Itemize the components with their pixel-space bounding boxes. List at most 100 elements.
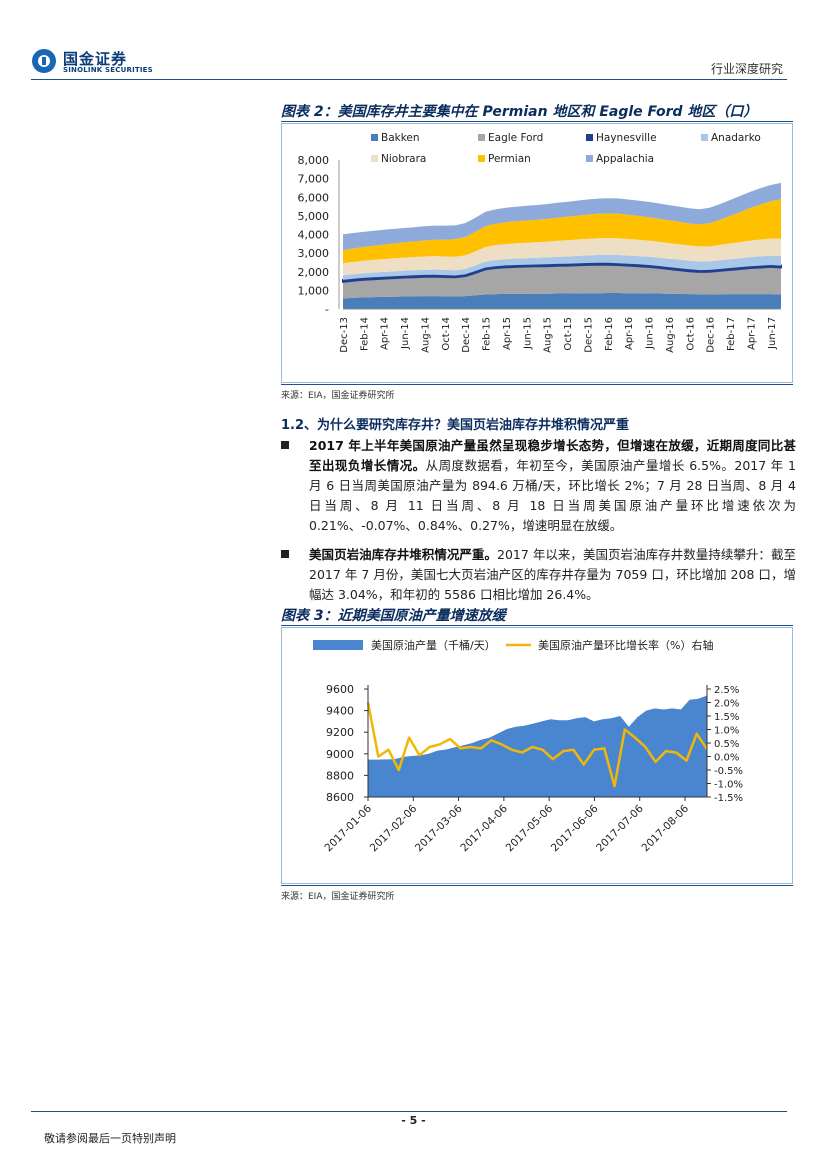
legend-label-5: Permian	[488, 153, 531, 165]
growth-rate-line	[366, 702, 709, 788]
x-tick-label: Dec-15	[583, 317, 594, 353]
right-tick-label: 0.5%	[714, 739, 739, 750]
x-tick-label: Oct-14	[441, 317, 452, 351]
y-tick-label: 2,000	[298, 266, 330, 279]
y-tick-label: 6,000	[298, 191, 330, 204]
bullet-square-icon	[281, 550, 289, 558]
footer-divider	[31, 1111, 787, 1112]
right-tick-label: 0.0%	[714, 753, 739, 764]
logo-text-cn: 国金证券	[63, 50, 128, 68]
logo-text-en: SINOLINK SECURITIES	[63, 66, 153, 74]
left-tick-label: 8600	[326, 791, 354, 804]
y-tick-label: 3,000	[298, 247, 330, 260]
x-tick-label: Feb-14	[359, 317, 370, 351]
bullet-square-icon	[281, 441, 289, 449]
y-tick-label: 7,000	[298, 173, 330, 186]
figure2-bottom-rule	[281, 384, 793, 385]
legend-label-area: 美国原油产量（千桶/天）	[371, 638, 496, 652]
figure3-chart: 美国原油产量（千桶/天） 美国原油产量环比增长率（%）右轴 8600 8800 9000…	[281, 627, 793, 884]
area-series-niobrara	[343, 238, 781, 276]
y-tick-label: 4,000	[298, 229, 330, 242]
legend-label-6: Appalachia	[596, 153, 654, 165]
legend-label-3: Anadarko	[711, 132, 761, 144]
x-tick-label: Aug-15	[543, 317, 554, 353]
right-tick-label: -0.5%	[714, 766, 743, 777]
x-tick-label: Feb-15	[482, 317, 493, 351]
x-tick-label: Oct-15	[563, 317, 574, 351]
legend-swatch-0	[371, 134, 378, 141]
production-area	[368, 695, 707, 797]
report-type: 行业深度研究	[710, 62, 783, 76]
x-tick-label: Jun-15	[522, 317, 533, 350]
company-logo: 国金证券 SINOLINK SECURITIES	[31, 46, 166, 80]
legend-swatch-5	[478, 155, 485, 162]
figure2-title: 图表 2：美国库存井主要集中在 Permian 地区和 Eagle Ford 地…	[281, 104, 758, 120]
legend-label-0: Bakken	[381, 132, 420, 144]
right-tick-label: 2.5%	[714, 685, 739, 696]
page-number: - 5 -	[401, 1114, 426, 1127]
legend-label-4: Niobrara	[381, 153, 426, 165]
y-tick-label: 8,000	[298, 154, 330, 167]
x-tick-label: Dec-16	[706, 317, 717, 353]
area-series-anadarko	[343, 254, 781, 280]
area-series-bakken	[343, 293, 781, 309]
x-tick-label: Jun-16	[645, 317, 656, 350]
x-tick-label: Oct-16	[685, 317, 696, 351]
legend-swatch-4	[371, 155, 378, 162]
x-tick-label: Apr-16	[624, 317, 635, 350]
figure3-top-rule	[281, 625, 793, 626]
x-tick-label: Jun-14	[400, 317, 411, 350]
left-tick-label: 9000	[326, 748, 354, 761]
bullet2-body: 2017 年以来，美国页岩油库存井数量持续攀升：截至 2017 年 7 月份，美…	[309, 547, 796, 602]
right-tick-label: 1.0%	[714, 726, 739, 737]
footer-disclaimer: 敬请参阅最后一页特别声明	[44, 1132, 176, 1145]
bullet1-lead: 2017 年上半年美国原油产量虽然呈现稳步增长态势，但增速在放缓，近期周度同比甚…	[309, 438, 796, 473]
bullet1-body: 从周度数据看，年初至今，美国原油产量增长 6.5%。2017 年 1 月 6 日…	[309, 458, 796, 533]
y-tick-label: 1,000	[298, 284, 330, 297]
figure3-bottom-rule	[281, 885, 793, 886]
production-combo-chart: 美国原油产量（千桶/天） 美国原油产量环比增长率（%）右轴 8600 8800 9000…	[281, 627, 793, 884]
right-tick-label: -1.5%	[714, 793, 743, 804]
x-tick-label: Feb-16	[604, 317, 615, 351]
left-tick-label: 9400	[326, 705, 354, 718]
legend-label-1: Eagle Ford	[488, 132, 543, 144]
legend-swatch-area	[313, 640, 363, 650]
legend-swatch-3	[701, 134, 708, 141]
bullet-paragraph-2: 美国页岩油库存井堆积情况严重。2017 年以来，美国页岩油库存井数量持续攀升：截…	[281, 545, 796, 605]
x-tick-label: Apr-15	[502, 317, 513, 350]
bullet2-lead: 美国页岩油库存井堆积情况严重。	[309, 547, 497, 562]
x-tick-label: Dec-14	[461, 317, 472, 353]
legend-label-line: 美国原油产量环比增长率（%）右轴	[538, 638, 713, 652]
figure3-source: 来源：EIA，国金证券研究所	[281, 892, 395, 902]
right-tick-label: 2.0%	[714, 699, 739, 710]
legend-label-2: Haynesville	[596, 132, 657, 144]
figure2-top-rule	[281, 121, 793, 122]
y-tick-label: 5,000	[298, 210, 330, 223]
figure3-title: 图表 3：近期美国原油产量增速放缓	[281, 608, 506, 624]
right-tick-label: -1.0%	[714, 780, 743, 791]
x-tick-label: Feb-17	[726, 317, 737, 351]
legend-swatch-1	[478, 134, 485, 141]
bullet-paragraph-1: 2017 年上半年美国原油产量虽然呈现稳步增长态势，但增速在放缓，近期周度同比甚…	[281, 436, 796, 536]
legend-swatch-2	[586, 134, 593, 141]
figure2-chart: Bakken Eagle Ford Haynesville Anadarko Niobr…	[281, 123, 793, 383]
logo-mark-icon	[32, 49, 56, 73]
section-heading: 1.2、为什么要研究库存井？美国页岩油库存井堆积情况严重	[281, 418, 630, 433]
y-tick-label: -	[325, 303, 329, 316]
area-series-eagle-ford	[343, 264, 781, 299]
area-series-appalachia	[343, 182, 781, 251]
left-tick-label: 9200	[326, 726, 354, 739]
x-tick-label: Aug-16	[665, 317, 676, 353]
figure2-source: 来源：EIA，国金证券研究所	[281, 391, 395, 401]
header-divider	[31, 79, 787, 80]
left-tick-label: 9600	[326, 683, 354, 696]
x-tick-label: Apr-14	[380, 317, 391, 350]
legend-swatch-6	[586, 155, 593, 162]
x-tick-label: Dec-13	[339, 317, 350, 353]
x-tick-label: Apr-17	[746, 317, 757, 350]
x-tick-label: Jun-17	[767, 317, 778, 350]
left-tick-label: 8800	[326, 769, 354, 782]
right-tick-label: 1.5%	[714, 712, 739, 723]
area-series-permian	[343, 199, 781, 264]
stacked-area-chart: Bakken Eagle Ford Haynesville Anadarko Niobr…	[281, 123, 793, 383]
